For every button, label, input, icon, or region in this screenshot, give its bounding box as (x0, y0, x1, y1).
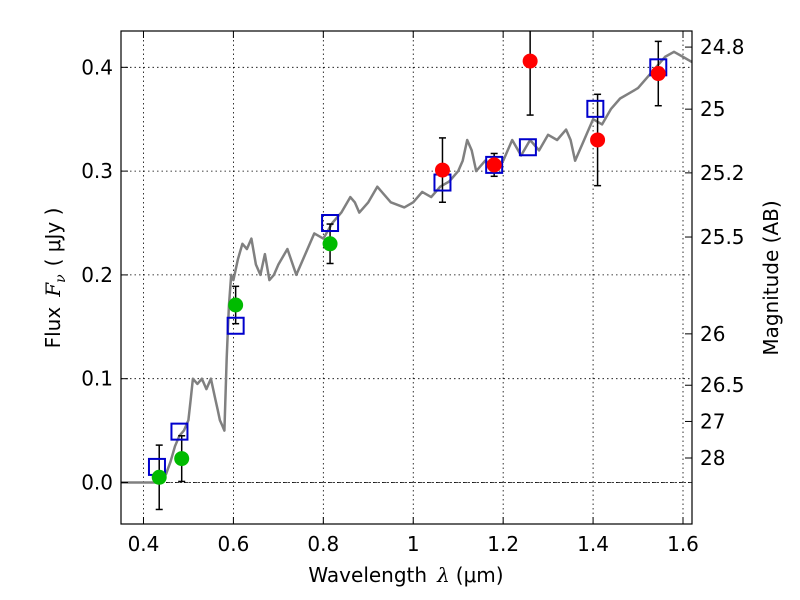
right-tick-label: 26.5 (700, 373, 745, 397)
right-tick-label: 25 (700, 97, 725, 121)
model-spectrum-line (121, 50, 692, 484)
x-tick-labels: 0.4 0.6 0.8 1 1.2 1.4 1.6 (128, 532, 699, 556)
axis-ticks (121, 31, 692, 524)
optical-data-point (174, 451, 190, 467)
y-tick-label: 0.0 (81, 470, 113, 494)
optical-data-point (151, 469, 167, 485)
x-tick-label: 1.2 (487, 532, 519, 556)
nir-data-point (590, 132, 606, 148)
model-band-marker (321, 214, 340, 233)
y-tick-labels: 0.0 0.1 0.2 0.3 0.4 (81, 55, 113, 494)
plot-frame (120, 30, 693, 525)
optical-data-point (322, 236, 338, 252)
right-tick-label: 28 (700, 446, 725, 470)
model-spectrum-layer (121, 50, 692, 484)
x-tick-label: 1.4 (577, 532, 609, 556)
y-tick-label: 0.2 (81, 263, 113, 287)
x-tick-label: 1 (407, 532, 420, 556)
grid-lines (121, 31, 692, 524)
model-band-marker (226, 316, 245, 335)
right-tick-label: 25.5 (700, 225, 745, 249)
x-tick-label: 1.6 (667, 532, 699, 556)
nir-data-point (486, 157, 502, 173)
y-tick-label: 0.3 (81, 159, 113, 183)
right-tick-label: 25.2 (700, 161, 745, 185)
model-band-marker (586, 99, 605, 118)
model-band-marker (518, 138, 537, 157)
x-tick-label: 0.6 (217, 532, 249, 556)
model-band-marker (170, 422, 189, 441)
optical-data-point (228, 297, 244, 313)
nir-data-point (650, 66, 666, 82)
right-tick-label: 27 (700, 409, 725, 433)
x-tick-label: 0.4 (128, 532, 160, 556)
data-markers (147, 53, 668, 485)
right-axis-label: Magnitude (AB) (759, 200, 783, 355)
error-bars (155, 31, 662, 511)
right-tick-labels: 24.8 25 25.2 25.5 26 26.5 27 28 (700, 35, 745, 470)
nir-data-point (434, 162, 450, 178)
right-tick-label: 26 (700, 322, 725, 346)
right-tick-label: 24.8 (700, 35, 745, 59)
x-axis-label: Wavelength λ (μm) (308, 563, 503, 587)
x-tick-label: 0.8 (307, 532, 339, 556)
y-tick-label: 0.1 (81, 367, 113, 391)
nir-data-point (522, 53, 538, 69)
y-axis-label: FluxFν( μJy ) (41, 208, 69, 349)
y-tick-label: 0.4 (81, 55, 113, 79)
model-band-marker (485, 155, 504, 174)
